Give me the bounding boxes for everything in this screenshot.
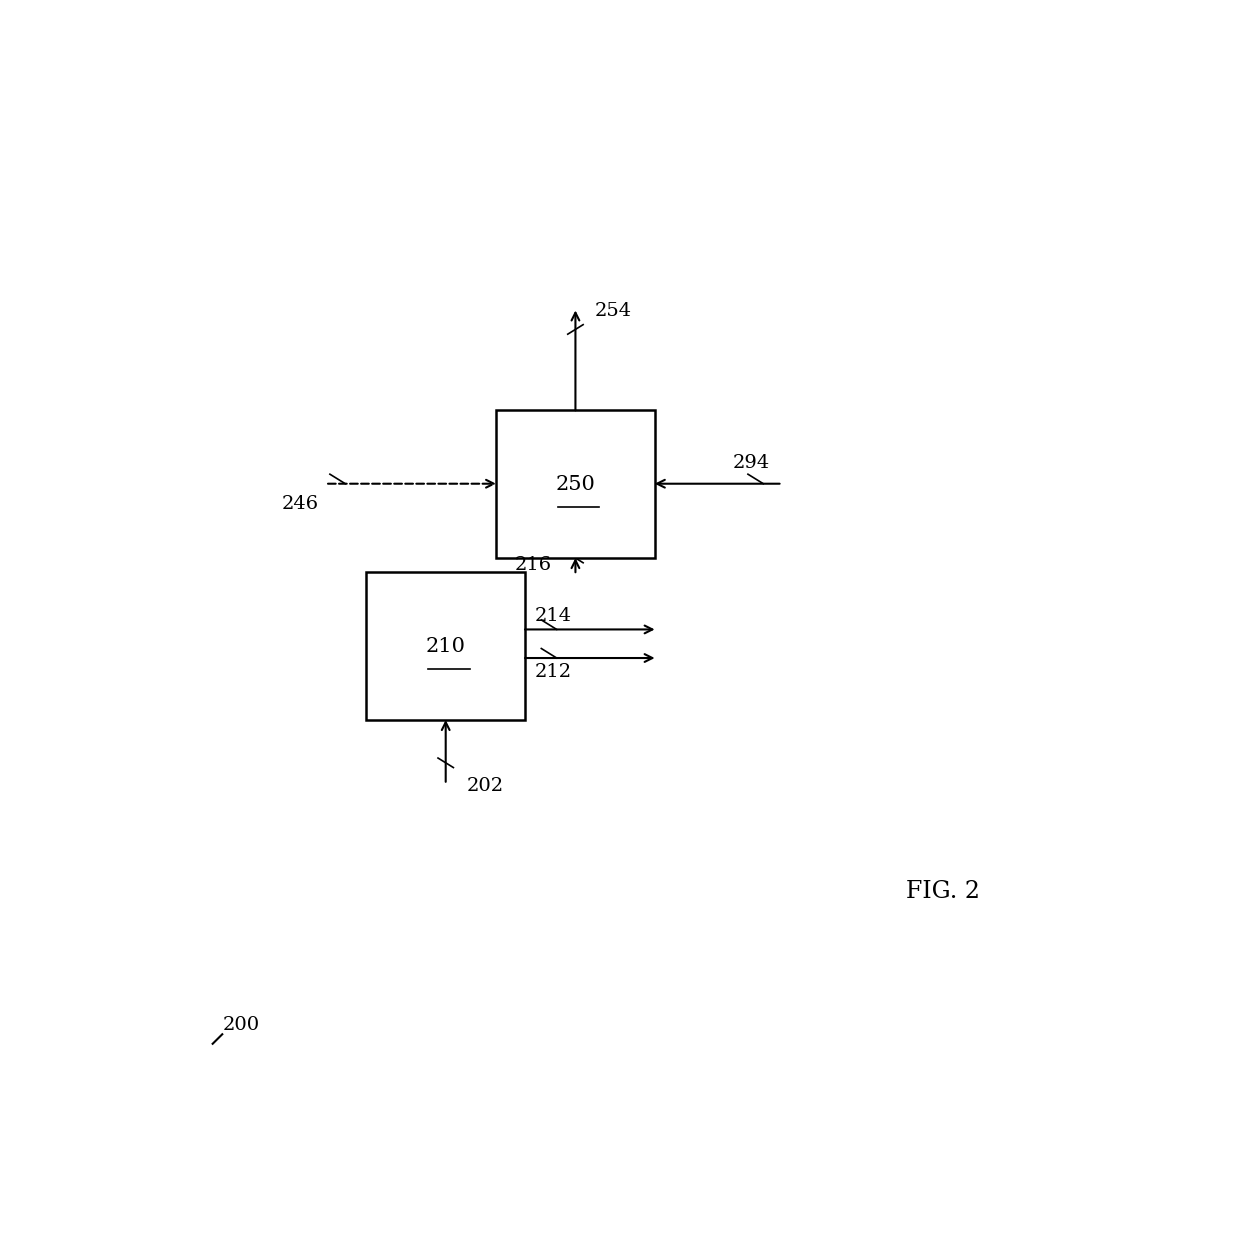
Text: 250: 250 [556,475,595,494]
Bar [367,573,525,720]
Text: 246: 246 [281,495,319,513]
Text: 294: 294 [733,454,770,473]
Text: 210: 210 [425,637,466,656]
Bar [496,411,655,558]
Text: 202: 202 [466,777,503,795]
Text: 254: 254 [595,302,632,320]
Text: 214: 214 [534,606,572,625]
Text: 200: 200 [222,1017,259,1034]
Text: FIG. 2: FIG. 2 [906,880,980,903]
Text: 212: 212 [534,663,572,680]
Text: 216: 216 [515,557,552,574]
